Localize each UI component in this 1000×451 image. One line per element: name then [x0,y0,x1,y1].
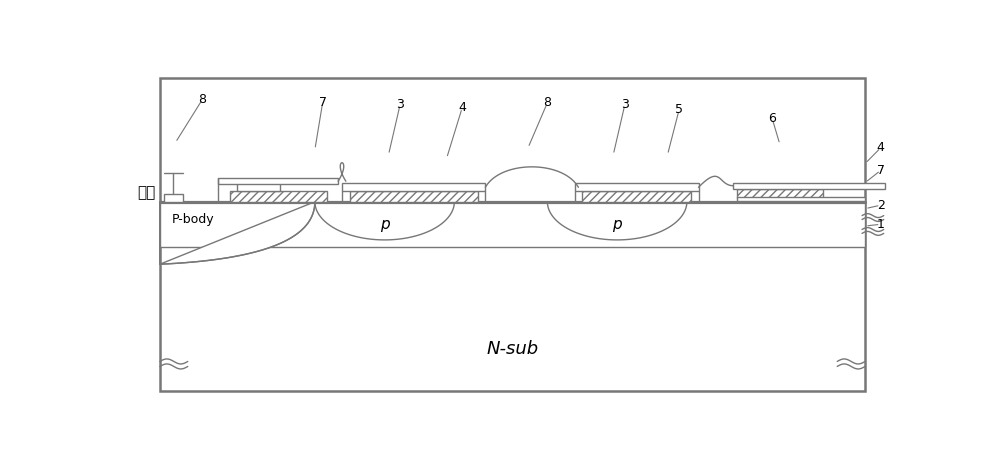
Bar [237,183,280,191]
Bar [574,183,698,191]
Text: N-sub: N-sub [486,341,539,358]
Text: 3: 3 [396,98,404,111]
Text: 主结: 主结 [138,185,156,200]
Text: 1: 1 [877,218,885,231]
Text: 7: 7 [319,96,327,109]
Text: 7: 7 [877,164,885,177]
Bar [342,183,485,191]
Bar [160,202,865,247]
Text: 4: 4 [877,141,885,154]
Text: 8: 8 [198,93,207,106]
Text: 4: 4 [458,101,466,115]
Bar [582,191,691,202]
Bar [737,189,822,198]
Text: 6: 6 [768,112,776,125]
Text: p: p [380,217,389,232]
Text: P-body: P-body [172,212,214,226]
Bar [737,197,865,201]
Text: p: p [612,217,622,232]
Bar [230,191,326,202]
Text: 3: 3 [621,98,629,111]
Bar [350,191,478,202]
Polygon shape [160,202,315,264]
Bar [733,183,885,189]
Text: 8: 8 [543,96,551,109]
Bar [218,178,338,184]
Bar [164,194,183,202]
Text: 2: 2 [877,199,885,212]
Text: 5: 5 [675,103,683,116]
